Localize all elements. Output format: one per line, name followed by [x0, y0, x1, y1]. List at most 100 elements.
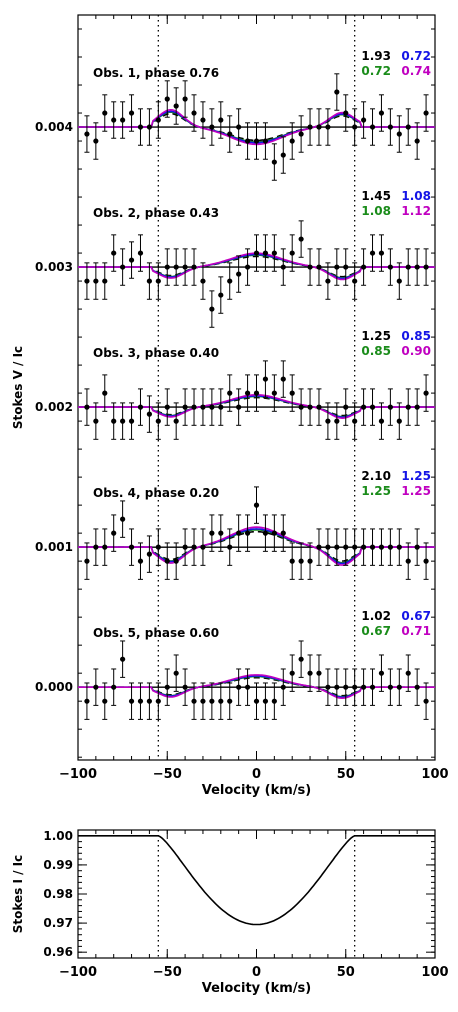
obs-1-data-point	[352, 124, 358, 130]
obs-3-data-point	[423, 390, 429, 396]
obs-4-chi2-value: 1.25	[401, 469, 431, 483]
top-panel-x-axis-label: Velocity (km/s)	[202, 783, 312, 798]
obs-2-data-point	[244, 264, 251, 270]
obs-2-data-point	[218, 292, 224, 298]
obs-4-chi2-value: 2.10	[361, 469, 391, 483]
obs-2-data-point	[334, 264, 340, 270]
obs-5-data-point	[182, 684, 188, 690]
obs-5-data-point	[423, 698, 429, 704]
obs-2-data-point	[307, 264, 313, 270]
obs-2-data-point	[369, 250, 376, 256]
obs-4-data-point	[236, 530, 242, 536]
obs-4-data-point	[307, 558, 313, 564]
obs-4-data-point	[289, 558, 295, 564]
obs-1-data-point	[173, 103, 179, 109]
obs-5-data-point	[253, 698, 260, 704]
obs-2-chi2-value: 1.12	[401, 204, 431, 218]
obs-5-data-point	[369, 684, 376, 690]
obs-2-data-point	[361, 264, 367, 270]
obs-4-data-point	[227, 544, 233, 550]
obs-3-data-point	[102, 390, 108, 396]
top-panel-x-tick-label: 50	[337, 767, 355, 782]
obs-2-data-point	[182, 264, 188, 270]
obs-3-data-point	[334, 418, 340, 424]
obs-4-data-point	[128, 544, 135, 550]
obs-2-data-point	[111, 250, 117, 256]
obs-3-chi2-value: 1.25	[361, 329, 391, 343]
obs-3-data-point	[146, 411, 152, 417]
bottom-panel-x-axis-label: Velocity (km/s)	[202, 981, 312, 996]
obs-3-data-point	[396, 418, 402, 424]
obs-5-data-point	[307, 670, 313, 676]
obs-3-data-point	[244, 390, 251, 396]
obs-4-data-point	[352, 544, 358, 550]
obs-1-data-point	[271, 159, 277, 165]
obs-3-data-point	[289, 390, 295, 396]
obs-4-data-point	[155, 544, 161, 550]
top-panel-y-tick-label: 0.003	[35, 260, 73, 274]
obs-2-data-point	[414, 264, 420, 270]
obs-4-chi2-value: 1.25	[401, 484, 431, 498]
obs-2-data-point	[298, 236, 304, 242]
obs-5-data-point	[396, 684, 402, 690]
obs-4-data-point	[298, 558, 304, 564]
bottom-panel-x-tick-label: −50	[153, 965, 182, 980]
obs-1-data-point	[361, 117, 367, 123]
obs-5-chi2-value: 0.67	[361, 624, 391, 638]
top-panel-x-tick-label: −100	[59, 767, 97, 782]
obs-4-data-point	[200, 544, 206, 550]
obs-2-data-point	[378, 250, 385, 256]
obs-3-data-point	[155, 418, 161, 424]
obs-1-data-point	[334, 89, 340, 95]
obs-3-chi2-value: 0.85	[361, 344, 391, 358]
obs-2-data-point	[396, 278, 402, 284]
obs-2-data-point	[352, 278, 358, 284]
obs-2-chi2-value: 1.08	[361, 204, 391, 218]
obs-4-data-point	[84, 558, 90, 564]
obs-4-data-point	[262, 530, 269, 536]
obs-2-data-point	[155, 278, 161, 284]
obs-5-data-point	[334, 684, 340, 690]
obs-1-data-point	[137, 124, 144, 130]
obs-3-data-point	[93, 418, 99, 424]
obs-3-data-point	[262, 376, 269, 382]
top-panel-x-tick-label: 0	[252, 767, 261, 782]
obs-2-data-point	[271, 250, 277, 256]
top-panel-x-axis: −100 −50 0 50 100	[59, 15, 449, 782]
obs-3-data-point	[369, 404, 376, 410]
obs-2-label: Obs. 2, phase 0.43	[93, 206, 219, 220]
obs-4-data-point	[369, 544, 376, 550]
obs-5-data-point	[343, 684, 349, 690]
obs-5-data-point	[209, 698, 215, 704]
stokes-i-profile-line	[78, 835, 435, 926]
obs-3-data-point	[182, 404, 188, 410]
obs-5-data-point	[218, 698, 224, 704]
obs-5-data-point	[378, 670, 385, 676]
obs-2-data-point	[316, 264, 322, 270]
obs-1-data-point	[369, 124, 376, 130]
obs-1-data-point	[307, 124, 313, 130]
bottom-panel-x-tick-label: 0	[252, 965, 261, 980]
obs-3-data-point	[209, 404, 215, 410]
obs-4-data-point	[361, 544, 367, 550]
obs-4-data-point	[334, 544, 340, 550]
obs-1-chi2-value: 0.74	[401, 64, 431, 78]
obs-2-data-point	[128, 257, 135, 263]
obs-5-data-point	[93, 684, 99, 690]
obs-1-data-point	[191, 110, 197, 116]
obs-2-data-point	[325, 278, 331, 284]
top-panel-y-tick-label: 0.000	[35, 680, 73, 694]
obs-3-data-point	[316, 404, 322, 410]
obs-1-chi2-value: 0.72	[361, 64, 391, 78]
top-panel-y-axis: 0.000 0.001 0.002 0.003 0.004	[35, 28, 435, 758]
obs-5-data-point	[298, 656, 304, 662]
obs-1-data-point	[325, 124, 331, 130]
obs-5-data-point	[361, 684, 367, 690]
obs-2-data-point	[280, 264, 286, 270]
observation-2: Obs. 2, phase 0.431.45 1.081.08 1.12	[78, 189, 435, 328]
obs-3-data-point	[253, 390, 260, 396]
obs-2-data-point	[146, 278, 152, 284]
obs-2-data-point	[120, 264, 126, 270]
obs-3-data-point	[343, 404, 349, 410]
